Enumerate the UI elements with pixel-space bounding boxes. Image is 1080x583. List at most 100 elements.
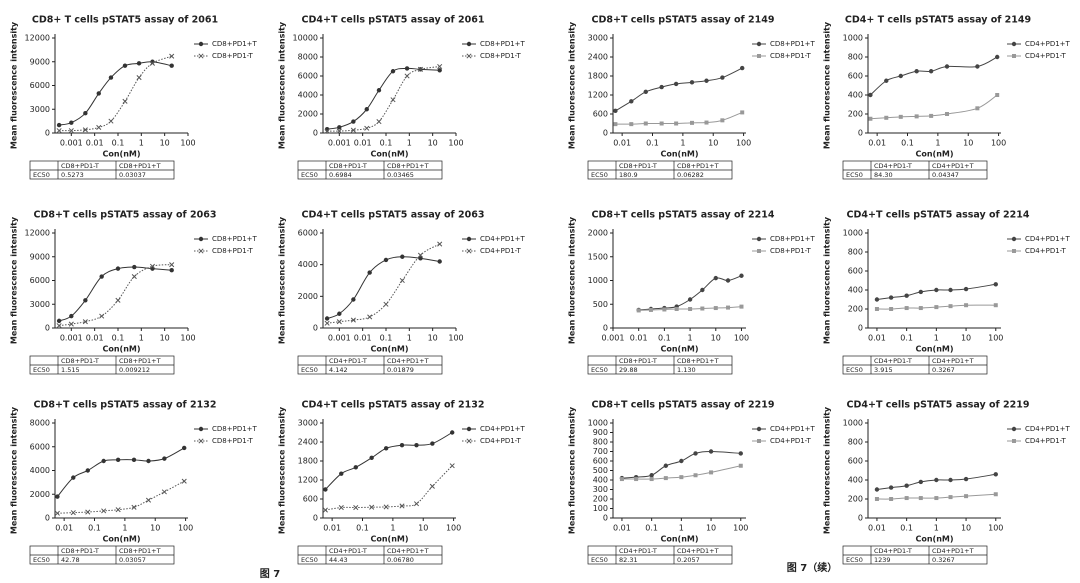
legend-marker (466, 426, 472, 432)
data-point (364, 125, 370, 131)
data-point (101, 508, 107, 514)
y-axis-label: Mean fluorescence intensity (823, 21, 832, 149)
y-tick-label: 1000 (843, 229, 863, 238)
data-point (115, 297, 121, 303)
fit-line (326, 256, 440, 319)
y-tick-label: 1200 (588, 91, 608, 100)
x-tick-label: 0.01 (630, 334, 648, 343)
legend-label: CD4+PD1-T (1025, 247, 1067, 255)
table-row-label: EC50 (591, 366, 608, 374)
legend-label: CD8+PD1+T (480, 40, 526, 48)
data-point (369, 455, 374, 461)
y-tick-label: 3000 (298, 419, 318, 428)
data-point (704, 120, 709, 125)
data-point (888, 295, 894, 300)
data-point (351, 297, 356, 302)
data-point (339, 471, 344, 476)
x-tick-label: 10 (160, 334, 170, 343)
data-point (376, 88, 382, 93)
data-point (131, 273, 137, 280)
y-tick-label: 1800 (588, 72, 608, 81)
data-point (338, 504, 344, 511)
legend-marker (756, 41, 762, 47)
table-header: CD8+PD1+T (677, 357, 719, 365)
data-point (663, 463, 669, 468)
data-point (136, 75, 142, 81)
table-row-label: EC50 (846, 366, 863, 374)
data-point (417, 252, 424, 258)
table-cell: 3.915 (874, 366, 893, 374)
data-point (350, 127, 356, 133)
x-tick-label: 10 (711, 334, 721, 343)
y-tick-label: 4000 (298, 260, 318, 269)
legend-label: CD8+PD1-T (212, 52, 254, 60)
legend-marker (466, 53, 472, 59)
x-tick-label: 0.01 (868, 139, 886, 148)
y-tick-label: 4000 (30, 466, 50, 475)
legend-label: CD4+PD1+T (480, 235, 526, 243)
legend-marker (756, 426, 762, 432)
data-point (689, 80, 695, 85)
data-point (613, 108, 618, 114)
data-point (85, 468, 90, 473)
table-header: CD4+PD1+T (932, 162, 974, 170)
data-point (713, 275, 718, 281)
y-tick-label: 8000 (298, 53, 318, 62)
y-tick-label: 6000 (298, 229, 318, 238)
x-tick-label: 10 (150, 524, 160, 533)
x-tick-label: 0.01 (354, 334, 372, 343)
x-tick-label: 1 (139, 139, 144, 148)
data-point (918, 289, 924, 295)
table-row-label: EC50 (301, 171, 318, 179)
x-axis-label: Con(nM) (370, 535, 408, 544)
x-tick-label: 100 (988, 334, 1003, 343)
data-point (868, 116, 873, 121)
table-cell: 84.30 (874, 171, 893, 179)
fit-line (870, 56, 998, 96)
table-cell: 1.515 (61, 366, 80, 374)
y-tick-label: 300 (593, 485, 608, 494)
data-point (390, 97, 396, 103)
chart-panel: CD4+T cells pSTAT5 assay of 2214 0 200 400 6… (823, 210, 1071, 375)
table-row-label: EC50 (33, 366, 50, 374)
y-tick-label: 0 (858, 324, 863, 333)
x-tick-label: 100 (180, 334, 195, 343)
data-point (399, 442, 405, 448)
data-point (739, 273, 744, 278)
data-point (904, 496, 909, 501)
table-cell: 0.03037 (119, 171, 146, 179)
data-point (82, 127, 88, 133)
data-point (336, 319, 342, 325)
legend-label: CD8+PD1+T (212, 425, 258, 433)
y-tick-label: 1000 (588, 276, 608, 285)
y-tick-label: 900 (593, 428, 608, 437)
table-cell: 0.06282 (677, 171, 704, 179)
x-axis-label: Con(nM) (660, 150, 698, 159)
y-tick-label: 600 (593, 110, 608, 119)
legend-label: CD4+PD1+T (1025, 235, 1071, 243)
y-tick-label: 1500 (588, 252, 608, 261)
table-header: CD4+PD1-T (874, 357, 912, 365)
data-point (663, 476, 668, 481)
table-row-label: EC50 (846, 556, 863, 564)
data-point (336, 128, 342, 134)
y-tick-label: 6000 (298, 72, 318, 81)
data-point (70, 510, 76, 516)
data-point (868, 92, 873, 98)
table-row-label: EC50 (33, 556, 50, 564)
legend-label: CD8+PD1-T (480, 52, 522, 60)
data-point (679, 475, 684, 480)
data-point (888, 485, 894, 490)
table-cell: 82.31 (619, 556, 638, 564)
data-point (350, 317, 356, 323)
legend-label: CD8+PD1-T (212, 247, 254, 255)
legend-label: CD4+PD1-T (480, 247, 522, 255)
x-tick-label: 100 (736, 139, 751, 148)
data-point (149, 60, 156, 66)
data-point (720, 118, 725, 123)
y-tick-label: 0 (603, 129, 608, 138)
x-tick-label: 100 (178, 524, 193, 533)
y-tick-label: 1200 (298, 476, 318, 485)
x-tick-label: 0.1 (112, 139, 125, 148)
